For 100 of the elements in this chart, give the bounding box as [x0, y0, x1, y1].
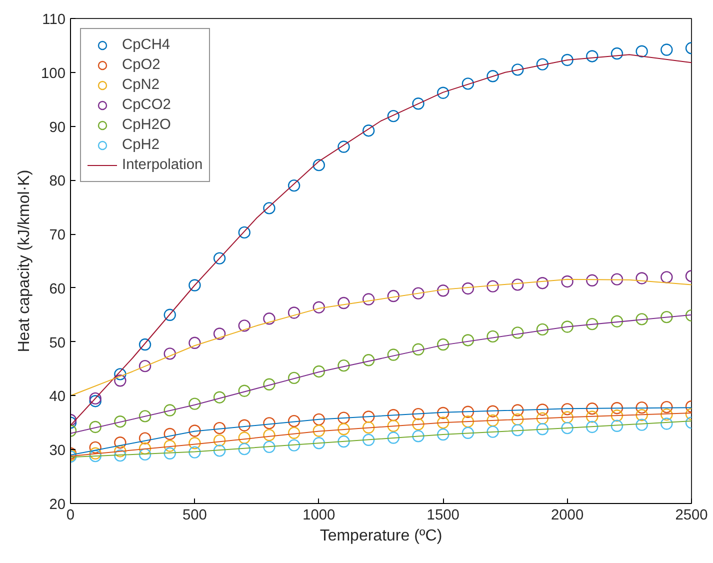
point [138, 442, 152, 455]
point [288, 439, 300, 452]
point [412, 430, 424, 442]
point [536, 58, 549, 70]
point [412, 343, 424, 356]
x-axis-title: Temperature (ºC) [320, 528, 442, 544]
legend-label: Interpolation [122, 157, 203, 173]
point [412, 98, 424, 110]
point [362, 354, 375, 366]
point [164, 308, 176, 321]
point [114, 449, 126, 462]
point [387, 432, 400, 444]
point [312, 424, 325, 437]
point [362, 410, 375, 423]
point [288, 426, 300, 439]
point [462, 334, 474, 346]
point [660, 271, 673, 284]
point [610, 420, 624, 432]
point [338, 435, 350, 448]
point [89, 392, 102, 405]
point [512, 413, 524, 426]
point [89, 395, 102, 408]
point [660, 400, 673, 414]
point [213, 422, 226, 434]
point [114, 374, 126, 387]
point [486, 414, 499, 427]
point [660, 408, 673, 421]
point [114, 436, 126, 449]
y-tick-label: 50 [49, 335, 66, 352]
point [238, 419, 250, 432]
point [263, 312, 276, 325]
legend-label: CpCH4 [122, 37, 170, 53]
point [437, 416, 450, 429]
point [636, 272, 648, 284]
point [486, 70, 499, 82]
point [610, 47, 624, 60]
legend-label: CpCO2 [122, 97, 171, 113]
point [263, 378, 276, 390]
point [387, 409, 400, 422]
point [188, 398, 201, 410]
x-tick-label: 2500 [675, 508, 708, 524]
point [586, 318, 598, 330]
point [362, 124, 375, 137]
point [660, 44, 673, 56]
point [188, 437, 201, 450]
point [437, 428, 450, 441]
point [586, 402, 598, 415]
point [288, 372, 300, 384]
point [486, 280, 499, 292]
y-tick-label: 100 [41, 66, 66, 82]
point [138, 360, 152, 372]
point [263, 440, 276, 454]
point [486, 405, 499, 418]
point [536, 323, 549, 336]
point [636, 409, 648, 422]
point [387, 110, 400, 122]
point [536, 277, 549, 290]
point [437, 86, 450, 99]
x-tick-label: 0 [66, 508, 75, 524]
point [660, 310, 673, 324]
point [89, 441, 102, 454]
point [660, 418, 673, 430]
point [288, 306, 300, 319]
point [312, 158, 325, 172]
point [312, 437, 325, 450]
point [362, 421, 375, 434]
point [288, 179, 300, 192]
point [89, 420, 102, 434]
point [387, 290, 400, 302]
y-tick-label: 20 [49, 497, 66, 513]
point [164, 447, 176, 460]
point [462, 406, 474, 418]
point [188, 446, 201, 458]
point [263, 202, 276, 214]
point [338, 359, 350, 372]
point [387, 348, 400, 361]
point [536, 412, 549, 424]
point [138, 338, 152, 351]
point [263, 417, 276, 430]
y-tick-label: 70 [49, 228, 66, 244]
point [586, 420, 598, 434]
point [412, 418, 424, 430]
y-tick-label: 60 [49, 281, 66, 298]
point [338, 296, 350, 310]
point [536, 423, 549, 436]
legend-label: CpH2 [122, 137, 160, 153]
point [610, 402, 624, 414]
point [213, 391, 226, 404]
y-tick-label: 80 [49, 174, 66, 190]
point [610, 273, 624, 286]
point [288, 414, 300, 428]
point [138, 432, 152, 444]
point [164, 428, 176, 440]
point [387, 420, 400, 432]
x-tick-label: 2000 [551, 508, 584, 524]
point [462, 282, 474, 295]
point [512, 326, 524, 339]
point [437, 284, 450, 297]
point [462, 78, 474, 90]
point [561, 54, 574, 66]
